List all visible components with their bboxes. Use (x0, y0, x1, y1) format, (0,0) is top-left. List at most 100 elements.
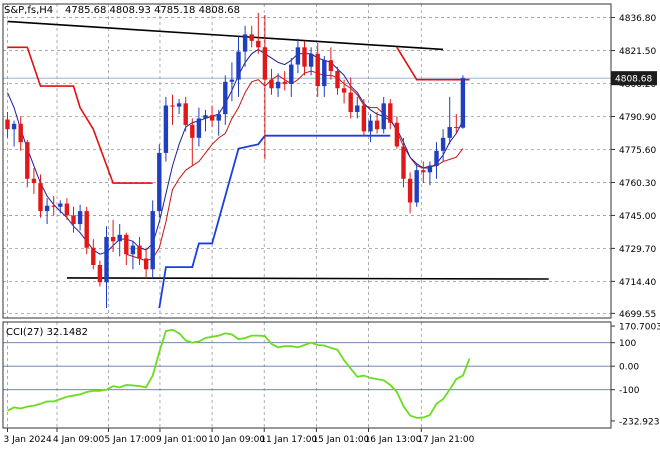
time-axis-label: 5 Jan 17:00 (104, 435, 156, 445)
candle-body (77, 211, 83, 225)
candle-body (196, 118, 202, 138)
price-panel-frame (2, 3, 612, 319)
candle-body (183, 103, 188, 125)
time-axis-label: 10 Jan 09:00 (208, 435, 265, 445)
trend-line (7, 20, 444, 51)
candle-body (434, 150, 439, 166)
candle-body (315, 53, 320, 87)
time-axis-label: 15 Jan 01:00 (312, 435, 369, 445)
price-panel (5, 12, 549, 309)
candle-body (275, 81, 281, 89)
candle-body (341, 88, 347, 93)
candle-body (269, 79, 274, 89)
candle-body (97, 264, 103, 283)
candle-body (25, 142, 30, 179)
candle-body (361, 105, 367, 132)
time-axis-label: 16 Jan 13:00 (365, 435, 422, 445)
candle-body (388, 103, 393, 123)
candle-body (223, 81, 228, 115)
candle-body (124, 234, 129, 255)
red-stop-line-recent (396, 46, 470, 81)
trend-line (66, 277, 549, 280)
candle-body (440, 137, 446, 151)
candle-body (216, 114, 221, 121)
candle-body (447, 127, 452, 138)
candle-body (5, 119, 10, 130)
axes: 4836.804821.504806.204790.904775.604760.… (2, 3, 660, 445)
candle-body (381, 103, 386, 130)
time-axis-label: 3 Jan 2024 (4, 435, 52, 445)
candle-body (256, 40, 261, 48)
candle-body (460, 78, 466, 128)
price-axis-label: 4836.80 (619, 14, 656, 24)
candle-body (209, 115, 215, 121)
candle-body (302, 47, 307, 67)
candle-body (308, 53, 314, 67)
candle-body (51, 205, 56, 207)
price-axis-label: 4745.00 (619, 212, 656, 222)
candle-body (335, 71, 340, 89)
header-symbol: S&P,fs,H4 (4, 5, 53, 16)
time-axis-label: 11 Jan 17:00 (260, 435, 317, 445)
grid (3, 4, 611, 428)
candle-body (38, 183, 43, 212)
price-axis-label: 4775.60 (619, 146, 656, 156)
candle-body (130, 245, 136, 255)
candle-body (368, 120, 373, 132)
candle-body (348, 92, 353, 112)
time-axis-label: 9 Jan 01:00 (156, 435, 208, 445)
red-stop-line (7, 46, 153, 184)
price-axis-label: 4729.70 (619, 245, 656, 255)
cci-axis-label: -232.9233 (619, 417, 660, 427)
candle-body (394, 122, 400, 147)
current-price-box (611, 71, 657, 86)
candle-body (229, 79, 235, 82)
candle-body (401, 146, 406, 179)
candle-body (11, 123, 17, 130)
price-axis-label: 4790.90 (619, 113, 656, 123)
candle-body (110, 236, 116, 242)
candle-body (157, 152, 162, 212)
candle-body (427, 165, 433, 173)
candle-body (407, 178, 413, 203)
cci-panel-frame (2, 321, 612, 429)
fast-moving-average (7, 48, 464, 255)
candle-body (282, 81, 287, 84)
candle-body (249, 34, 254, 41)
candle-body (454, 127, 459, 129)
candle-body (328, 60, 334, 72)
cci-title: CCI(27) 32.1482 (6, 327, 88, 338)
candle-body (262, 47, 268, 80)
candle-body (421, 170, 426, 173)
current-price-label: 4808.68 (615, 75, 652, 85)
candle-body (18, 123, 23, 143)
candle-body (322, 60, 327, 87)
time-axis-label: 17 Jan 21:00 (417, 435, 474, 445)
candle-body (190, 124, 195, 138)
candle-body (44, 205, 50, 212)
cci-line (7, 328, 471, 419)
cci-axis-label: 0.00 (619, 363, 639, 373)
price-axis-label: 4821.50 (619, 47, 656, 57)
price-axis-label: 4760.30 (619, 179, 656, 189)
candle-body (84, 211, 89, 248)
candle-body (64, 203, 70, 216)
candle-body (355, 105, 360, 112)
time-axis-label: 4 Jan 09:00 (53, 435, 105, 445)
candle-body (374, 120, 380, 130)
candle-body (31, 178, 37, 184)
candle-body (91, 247, 96, 265)
candle-body (236, 51, 241, 80)
price-axis-label: 4714.40 (619, 278, 656, 288)
candle-body (242, 34, 248, 52)
candle-body (71, 215, 76, 225)
candle-body (414, 170, 419, 203)
cci-axis-label: 100 (619, 339, 636, 349)
candle-body (143, 258, 149, 270)
cci-panel (3, 328, 611, 419)
candle-body (150, 211, 155, 270)
candle-body (163, 105, 169, 153)
candle-body (203, 115, 208, 119)
